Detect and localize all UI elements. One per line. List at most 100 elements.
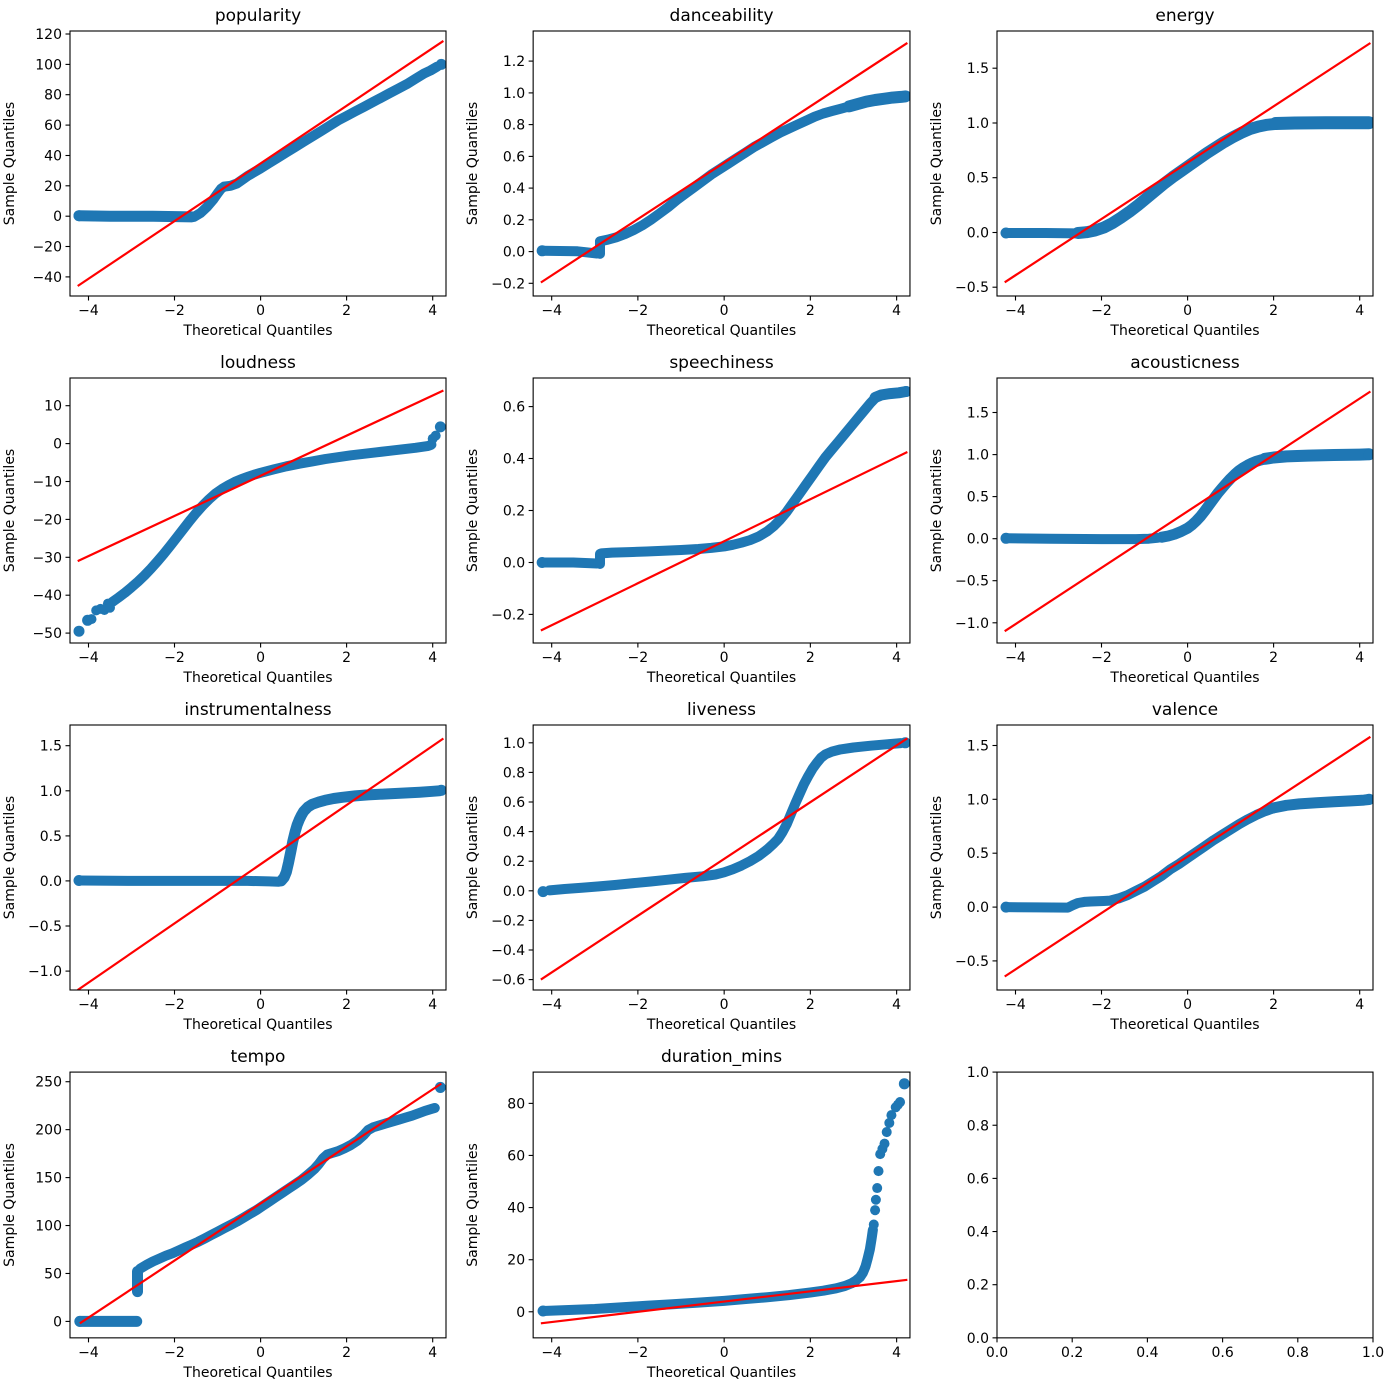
svg-text:−40: −40 [32, 270, 62, 286]
svg-text:0.5: 0.5 [40, 829, 62, 845]
svg-text:0.5: 0.5 [967, 171, 989, 187]
svg-text:4: 4 [428, 303, 437, 319]
svg-text:0.0: 0.0 [503, 884, 525, 900]
svg-text:0.8: 0.8 [1287, 1345, 1309, 1361]
svg-text:100: 100 [35, 57, 62, 73]
qqplot-loudness-canvas: −4 −2 0 2 4−50−40−30−20−10010loudnessTheoret… [2, 353, 447, 686]
svg-text:2: 2 [342, 303, 351, 319]
svg-text:1.0: 1.0 [967, 448, 989, 464]
svg-text:4: 4 [1355, 997, 1364, 1013]
svg-text:Theoretical Quantiles: Theoretical Quantiles [1109, 1017, 1259, 1033]
svg-text:−4: −4 [1005, 997, 1026, 1013]
svg-text:0.8: 0.8 [967, 1118, 989, 1134]
svg-text:Sample Quantiles: Sample Quantiles [465, 102, 481, 225]
subplot-empty: 0.0 0.2 0.4 0.6 0.8 1.0 0.0 0.2 0.4 0.6 0.8 1.0 [927, 1041, 1390, 1389]
qqplot-danceability-canvas: −4 −2 0 2 4 −0.2 0.0 0.2 0.4 0.6 0.8 1.0 1.2 danceabi… [465, 6, 911, 339]
svg-text:2: 2 [1269, 997, 1278, 1013]
svg-text:0.4: 0.4 [503, 452, 525, 468]
svg-text:−0.2: −0.2 [491, 276, 525, 292]
svg-text:0.0: 0.0 [967, 226, 989, 242]
svg-text:10: 10 [44, 399, 62, 415]
svg-text:Sample Quantiles: Sample Quantiles [465, 1143, 481, 1267]
svg-text:2: 2 [806, 303, 815, 319]
svg-text:1.0: 1.0 [967, 792, 989, 808]
svg-text:Theoretical Quantiles: Theoretical Quantiles [646, 1017, 796, 1033]
svg-text:loudness: loudness [220, 353, 296, 373]
svg-text:−4: −4 [1005, 650, 1026, 666]
svg-text:40: 40 [44, 149, 62, 165]
svg-text:Theoretical Quantiles: Theoretical Quantiles [182, 1365, 332, 1381]
svg-text:−2: −2 [164, 303, 185, 319]
svg-text:4: 4 [892, 1345, 901, 1361]
svg-text:0: 0 [256, 650, 265, 666]
svg-text:0: 0 [1183, 650, 1192, 666]
subplot-valence: −4 −2 0 2 4 −0.5 0.0 0.5 1.0 1.5 valence Theoretica… [927, 694, 1390, 1041]
svg-text:250: 250 [35, 1075, 62, 1091]
svg-text:80: 80 [44, 88, 62, 104]
svg-text:1.0: 1.0 [1362, 1345, 1384, 1361]
svg-text:−4: −4 [541, 997, 562, 1013]
qqplot-popularity-canvas: −4 −2 0 2 4−40−20020406080100120popularityTh… [2, 6, 447, 339]
svg-text:4: 4 [1355, 650, 1364, 666]
subplot-liveness: −4 −2 0 2 4 −0.6 −0.4 −0.2 0.0 0.2 0.4 0.6 0.8 1.0 liv… [463, 694, 927, 1041]
qqplot-energy-canvas: −4 −2 0 2 4 −0.5 0.0 0.5 1.0 1.5 energy Theoretical… [929, 6, 1374, 339]
svg-text:2: 2 [1269, 303, 1278, 319]
svg-text:−20: −20 [32, 512, 62, 528]
svg-text:−4: −4 [78, 1345, 99, 1361]
svg-text:1.0: 1.0 [40, 784, 62, 800]
svg-text:speechiness: speechiness [669, 353, 774, 373]
svg-text:120: 120 [35, 27, 62, 43]
svg-text:−4: −4 [78, 997, 99, 1013]
svg-text:−2: −2 [164, 1345, 185, 1361]
svg-text:4: 4 [428, 650, 437, 666]
svg-text:duration_mins: duration_mins [661, 1047, 782, 1067]
svg-text:liveness: liveness [687, 700, 756, 720]
svg-text:Theoretical Quantiles: Theoretical Quantiles [182, 323, 332, 339]
svg-text:−0.5: −0.5 [955, 954, 989, 970]
svg-text:0.2: 0.2 [1061, 1345, 1083, 1361]
svg-text:60: 60 [44, 118, 62, 134]
svg-text:0.2: 0.2 [503, 504, 525, 520]
svg-text:2: 2 [806, 1345, 815, 1361]
svg-text:−0.6: −0.6 [491, 973, 525, 989]
svg-text:0: 0 [53, 1314, 62, 1330]
svg-text:0: 0 [53, 437, 62, 453]
svg-text:Sample Quantiles: Sample Quantiles [2, 1143, 18, 1267]
subplot-speechiness: −4 −2 0 2 4 −0.2 0.0 0.2 0.4 0.6 speechiness Theore… [463, 347, 927, 694]
svg-text:4: 4 [892, 997, 901, 1013]
qqplot-liveness-canvas: −4 −2 0 2 4 −0.6 −0.4 −0.2 0.0 0.2 0.4 0.6 0.8 1.0 liv… [465, 700, 911, 1033]
svg-text:Sample Quantiles: Sample Quantiles [465, 449, 481, 572]
svg-text:0.0: 0.0 [967, 532, 989, 548]
qqplot-valence-canvas: −4 −2 0 2 4 −0.5 0.0 0.5 1.0 1.5 valence Theoretica… [929, 700, 1374, 1033]
svg-text:acousticness: acousticness [1130, 353, 1240, 373]
svg-text:4: 4 [428, 1345, 437, 1361]
svg-text:Sample Quantiles: Sample Quantiles [2, 796, 18, 919]
svg-text:1.5: 1.5 [967, 406, 989, 422]
svg-text:−10: −10 [32, 475, 62, 491]
qqplot-acousticness-canvas: −4 −2 0 2 4 −1.0 −0.5 0.0 0.5 1.0 1.5 acousticness T… [929, 353, 1374, 686]
svg-text:Theoretical Quantiles: Theoretical Quantiles [182, 1017, 332, 1033]
svg-text:Sample Quantiles: Sample Quantiles [2, 449, 18, 572]
svg-text:0: 0 [720, 997, 729, 1013]
svg-text:200: 200 [35, 1123, 62, 1139]
svg-text:100: 100 [35, 1219, 62, 1235]
qqplot-duration-mins-canvas: −4 −2 0 2 4020406080duration_minsTheoretical… [465, 1047, 911, 1381]
svg-text:−50: −50 [32, 626, 62, 642]
svg-text:−0.4: −0.4 [491, 943, 525, 959]
svg-text:−0.2: −0.2 [491, 607, 525, 623]
svg-text:−2: −2 [164, 650, 185, 666]
empty-axes-canvas: 0.0 0.2 0.4 0.6 0.8 1.0 0.0 0.2 0.4 0.6 0.8 1.0 [967, 1065, 1384, 1361]
svg-text:Sample Quantiles: Sample Quantiles [2, 102, 18, 225]
subplot-acousticness: −4 −2 0 2 4 −1.0 −0.5 0.0 0.5 1.0 1.5 acousticness T… [927, 347, 1390, 694]
svg-text:2: 2 [1269, 650, 1278, 666]
svg-text:energy: energy [1155, 6, 1214, 26]
svg-text:−2: −2 [1091, 997, 1112, 1013]
svg-text:0: 0 [720, 303, 729, 319]
svg-text:−4: −4 [541, 1345, 562, 1361]
qqplot-speechiness-canvas: −4 −2 0 2 4 −0.2 0.0 0.2 0.4 0.6 speechiness Theore… [465, 353, 911, 686]
svg-text:0.4: 0.4 [1136, 1345, 1158, 1361]
subplot-instrumentalness: −4 −2 0 2 4 −1.0 −0.5 0.0 0.5 1.0 1.5 instrumentaln… [0, 694, 463, 1041]
svg-text:4: 4 [892, 650, 901, 666]
svg-text:0.8: 0.8 [503, 765, 525, 781]
subplot-tempo: −4 −2 0 2 4 0 50 100 150 200 250 tempo Theoretical Q… [0, 1041, 463, 1389]
